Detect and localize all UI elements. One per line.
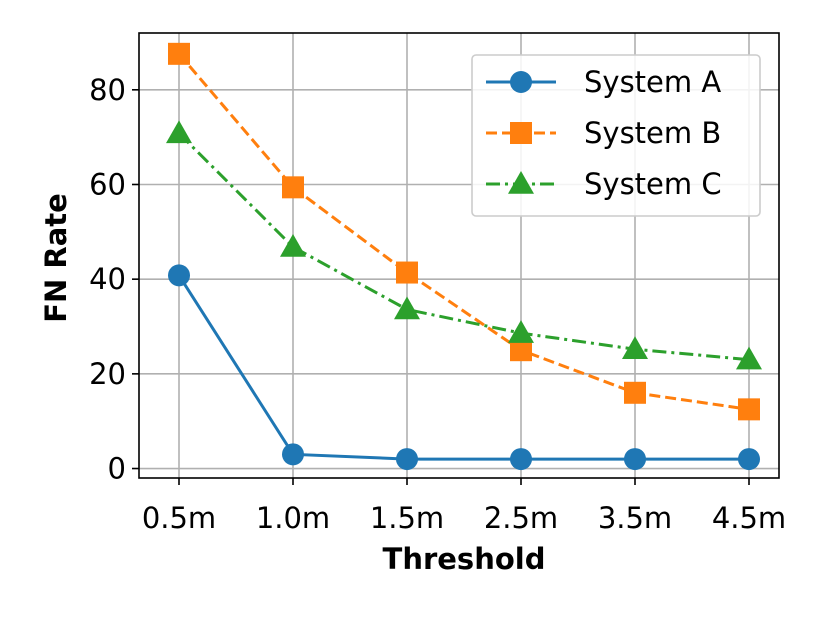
data-point: [282, 176, 304, 199]
legend-marker: [510, 71, 532, 93]
series-line: [177, 132, 750, 362]
y-tick-label: 20: [89, 357, 126, 391]
legend: System A System B System C: [471, 54, 761, 217]
legend-marker: [510, 122, 532, 144]
legend-label: System C: [584, 167, 722, 201]
data-point: [510, 448, 532, 471]
x-tick-label: 3.5m: [598, 501, 672, 535]
data-point: [624, 381, 646, 404]
legend-label: System B: [584, 116, 721, 150]
plot-frame: [138, 32, 780, 479]
x-tick-label: 1.5m: [370, 501, 444, 535]
data-point: [166, 120, 192, 144]
series-layer: [166, 42, 762, 471]
y-tick-label: 40: [89, 262, 126, 296]
legend-box: [471, 54, 761, 217]
data-point: [736, 346, 762, 370]
data-point: [738, 398, 760, 421]
series-line: [177, 274, 749, 461]
series-line: [177, 52, 750, 411]
series-1: [168, 264, 760, 471]
data-point: [282, 443, 304, 466]
data-point: [508, 320, 534, 343]
ticks: 0.5m 1.0m 1.5m 2.5m 3.5m 4.5m 0 20 40 60 80: [89, 73, 786, 535]
y-tick-label: 0: [108, 452, 126, 486]
data-point: [168, 264, 190, 287]
data-point: [280, 233, 306, 257]
data-point: [738, 448, 760, 471]
data-point: [624, 448, 646, 471]
series-3: [166, 120, 762, 370]
data-point: [396, 448, 418, 471]
y-axis-title: FN Rate: [39, 193, 73, 323]
data-point: [168, 42, 190, 65]
data-point: [622, 336, 648, 359]
x-axis-title: Threshold: [383, 542, 546, 576]
data-point: [394, 296, 420, 320]
data-point: [396, 261, 418, 284]
x-tick-label: 2.5m: [484, 501, 558, 535]
x-tick-label: 4.5m: [712, 501, 786, 535]
legend-label: System A: [584, 65, 721, 99]
x-tick-label: 0.5m: [142, 501, 216, 535]
data-point: [510, 339, 532, 362]
series-2: [168, 42, 760, 421]
legend-marker: [508, 171, 534, 194]
y-tick-label: 60: [89, 167, 126, 201]
x-tick-label: 1.0m: [256, 501, 330, 535]
y-tick-label: 80: [89, 73, 126, 107]
